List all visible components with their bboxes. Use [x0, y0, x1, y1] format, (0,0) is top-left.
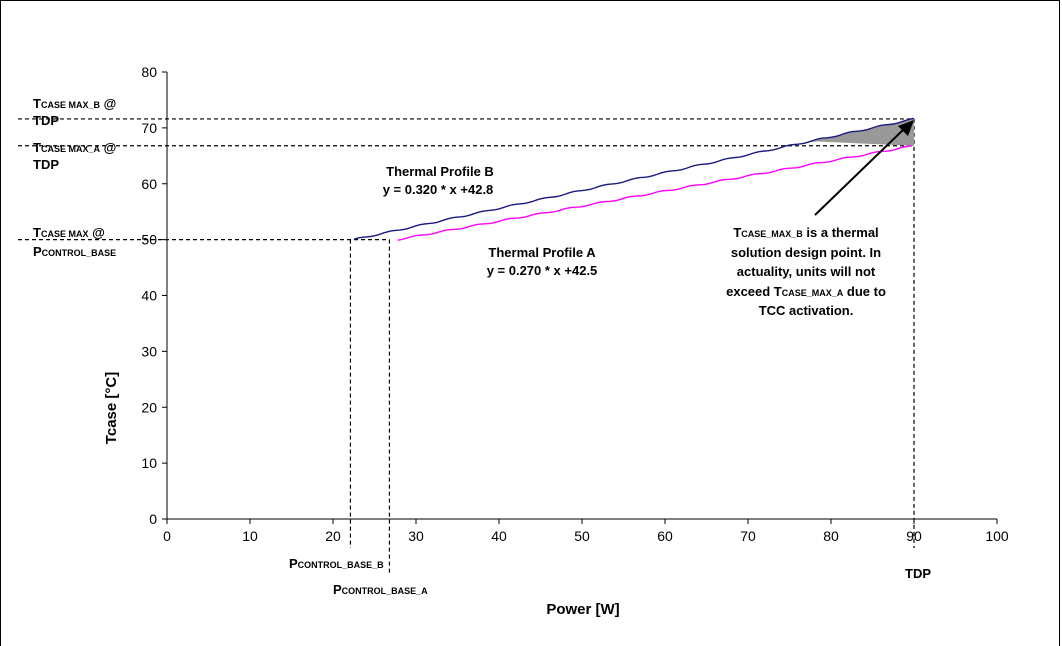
y-tick-label: 50: [141, 232, 157, 248]
y-tick-label: 80: [141, 64, 157, 80]
annotation-line-4: exceed TCASE_MAX_A due to: [726, 284, 886, 299]
series-label-b-equation: y = 0.320 * x +42.8: [383, 182, 494, 197]
label-tcase-max-b-sub: CASE MAX_B: [41, 100, 101, 110]
x-tick-label: 70: [740, 528, 756, 544]
annotation-line-1-rest: is a thermal: [803, 225, 879, 240]
x-tick-label: 0: [163, 528, 171, 544]
series-lines: [353, 117, 915, 241]
y-tick-label: 70: [141, 120, 157, 136]
annotation-line-4-pre: exceed T: [726, 284, 782, 299]
y-tick-label: 0: [149, 511, 157, 527]
series-line-thermal-profile-b: [353, 117, 915, 240]
label-pcontrol-base-a: PCONTROL_BASE_A: [333, 582, 428, 597]
annotation-line-1: TCASE_MAX_B is a thermal: [733, 225, 878, 240]
x-tick-label: 80: [823, 528, 839, 544]
series-label-a-name: Thermal Profile A: [488, 245, 596, 260]
series-label-b-name: Thermal Profile B: [386, 164, 494, 179]
annotation-text: TCASE_MAX_B is a thermal solution design…: [726, 225, 886, 318]
x-tick-label: 90: [906, 528, 922, 544]
annotation-line-2: solution design point. In: [731, 245, 881, 260]
label-tcase-max-a-sub: CASE MAX_A: [41, 144, 101, 154]
y-tick-label: 40: [141, 288, 157, 304]
label-tcase-max-b-rest: @: [100, 96, 116, 111]
y-tick-label: 60: [141, 176, 157, 192]
y-tick-label: 10: [141, 455, 157, 471]
label-pcontrol-base: PCONTROL_BASE: [33, 244, 116, 259]
label-tdp: TDP: [905, 566, 931, 581]
series-label-a-equation: y = 0.270 * x +42.5: [487, 263, 598, 278]
label-tcase-max-a-main: T: [33, 140, 41, 155]
label-pcontrol-base-sub: CONTROL_BASE: [42, 248, 117, 258]
y-axis-title: Tcase [°C]: [103, 372, 120, 444]
label-tcase-max-sub: CASE MAX: [41, 229, 89, 239]
label-tcase-max-a: TCASE MAX_A @: [33, 140, 116, 155]
label-pcontrol-base-main: P: [33, 244, 42, 259]
x-tick-label: 60: [657, 528, 673, 544]
label-pcontrol-base-b: PCONTROL_BASE_B: [289, 556, 384, 571]
label-tcase-max-main: T: [33, 225, 41, 240]
label-tcase-max-b: TCASE MAX_B @: [33, 96, 116, 111]
y-tick-label: 30: [141, 343, 157, 359]
annotation-line-1-sub: CASE_MAX_B: [741, 229, 803, 239]
label-tcase-max-a-rest: @: [100, 140, 116, 155]
x-tick-label: 10: [242, 528, 258, 544]
x-tick-label: 100: [985, 528, 1009, 544]
annotation-arrow-head: [898, 120, 914, 136]
label-tcase-max-b-tdp: TDP: [33, 113, 59, 128]
series-line-thermal-profile-a: [397, 145, 913, 241]
x-tick-label: 30: [408, 528, 424, 544]
axes: 0 10 20 30 40 50 60 70 80 90 100 0 10 20 30 40 50 60 70 80: [141, 64, 1008, 544]
annotation-arrow-line: [814, 127, 906, 216]
label-tcase-max-rest: @: [88, 225, 104, 240]
annotation-line-5: TCC activation.: [759, 303, 854, 318]
y-tick-label: 20: [141, 399, 157, 415]
label-pcontrol-base-b-main: P: [289, 556, 298, 571]
label-tcase-max-b-main: T: [33, 96, 41, 111]
x-tick-label: 20: [325, 528, 341, 544]
label-tcase-max: TCASE MAX @: [33, 225, 105, 240]
label-tcase-max-a-tdp: TDP: [33, 157, 59, 172]
label-pcontrol-base-a-main: P: [333, 582, 342, 597]
annotation-line-4-post: due to: [843, 284, 886, 299]
annotation-line-3: actuality, units will not: [737, 264, 876, 279]
shaded-region: [806, 118, 914, 146]
annotation-line-4-sub: CASE_MAX_A: [782, 288, 844, 298]
annotation-line-1-main: T: [733, 225, 741, 240]
x-tick-label: 50: [574, 528, 590, 544]
guide-lines: [18, 118, 915, 574]
label-pcontrol-base-a-sub: CONTROL_BASE_A: [342, 586, 429, 596]
x-axis-title: Power [W]: [546, 601, 619, 618]
label-pcontrol-base-b-sub: CONTROL_BASE_B: [298, 560, 385, 570]
x-tick-label: 40: [491, 528, 507, 544]
